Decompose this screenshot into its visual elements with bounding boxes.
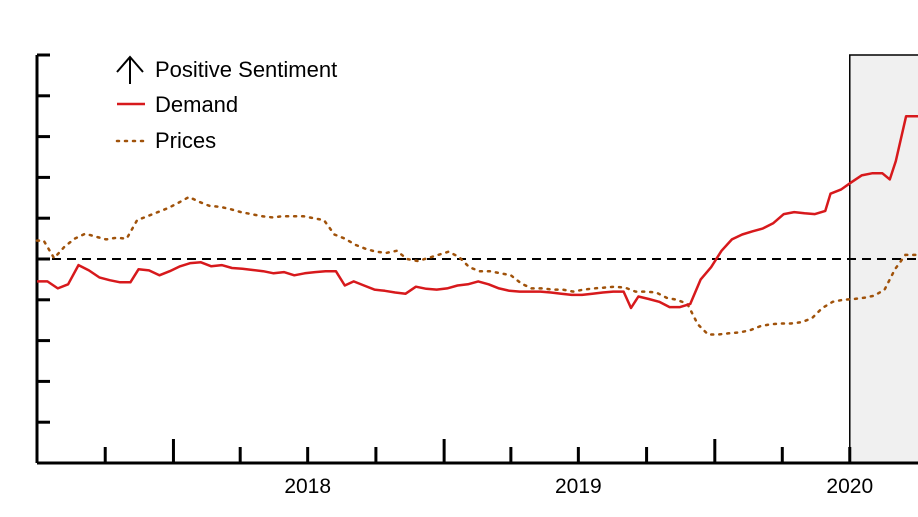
legend-label-demand: Demand: [155, 92, 238, 117]
legend: Positive Sentiment Demand Prices: [115, 55, 337, 153]
x-tick-label: 2019: [555, 475, 602, 498]
legend-heading: Positive Sentiment: [155, 57, 337, 82]
x-tick-labels: 2018 2019 2020: [284, 475, 873, 498]
legend-label-prices: Prices: [155, 128, 216, 153]
x-tick-label: 2018: [284, 475, 331, 498]
up-arrow-icon: [116, 55, 144, 84]
series-line-prices: [35, 195, 918, 336]
series-line-demand: [37, 114, 918, 310]
x-tick-label: 2020: [826, 475, 873, 498]
x-axis: [37, 439, 918, 465]
